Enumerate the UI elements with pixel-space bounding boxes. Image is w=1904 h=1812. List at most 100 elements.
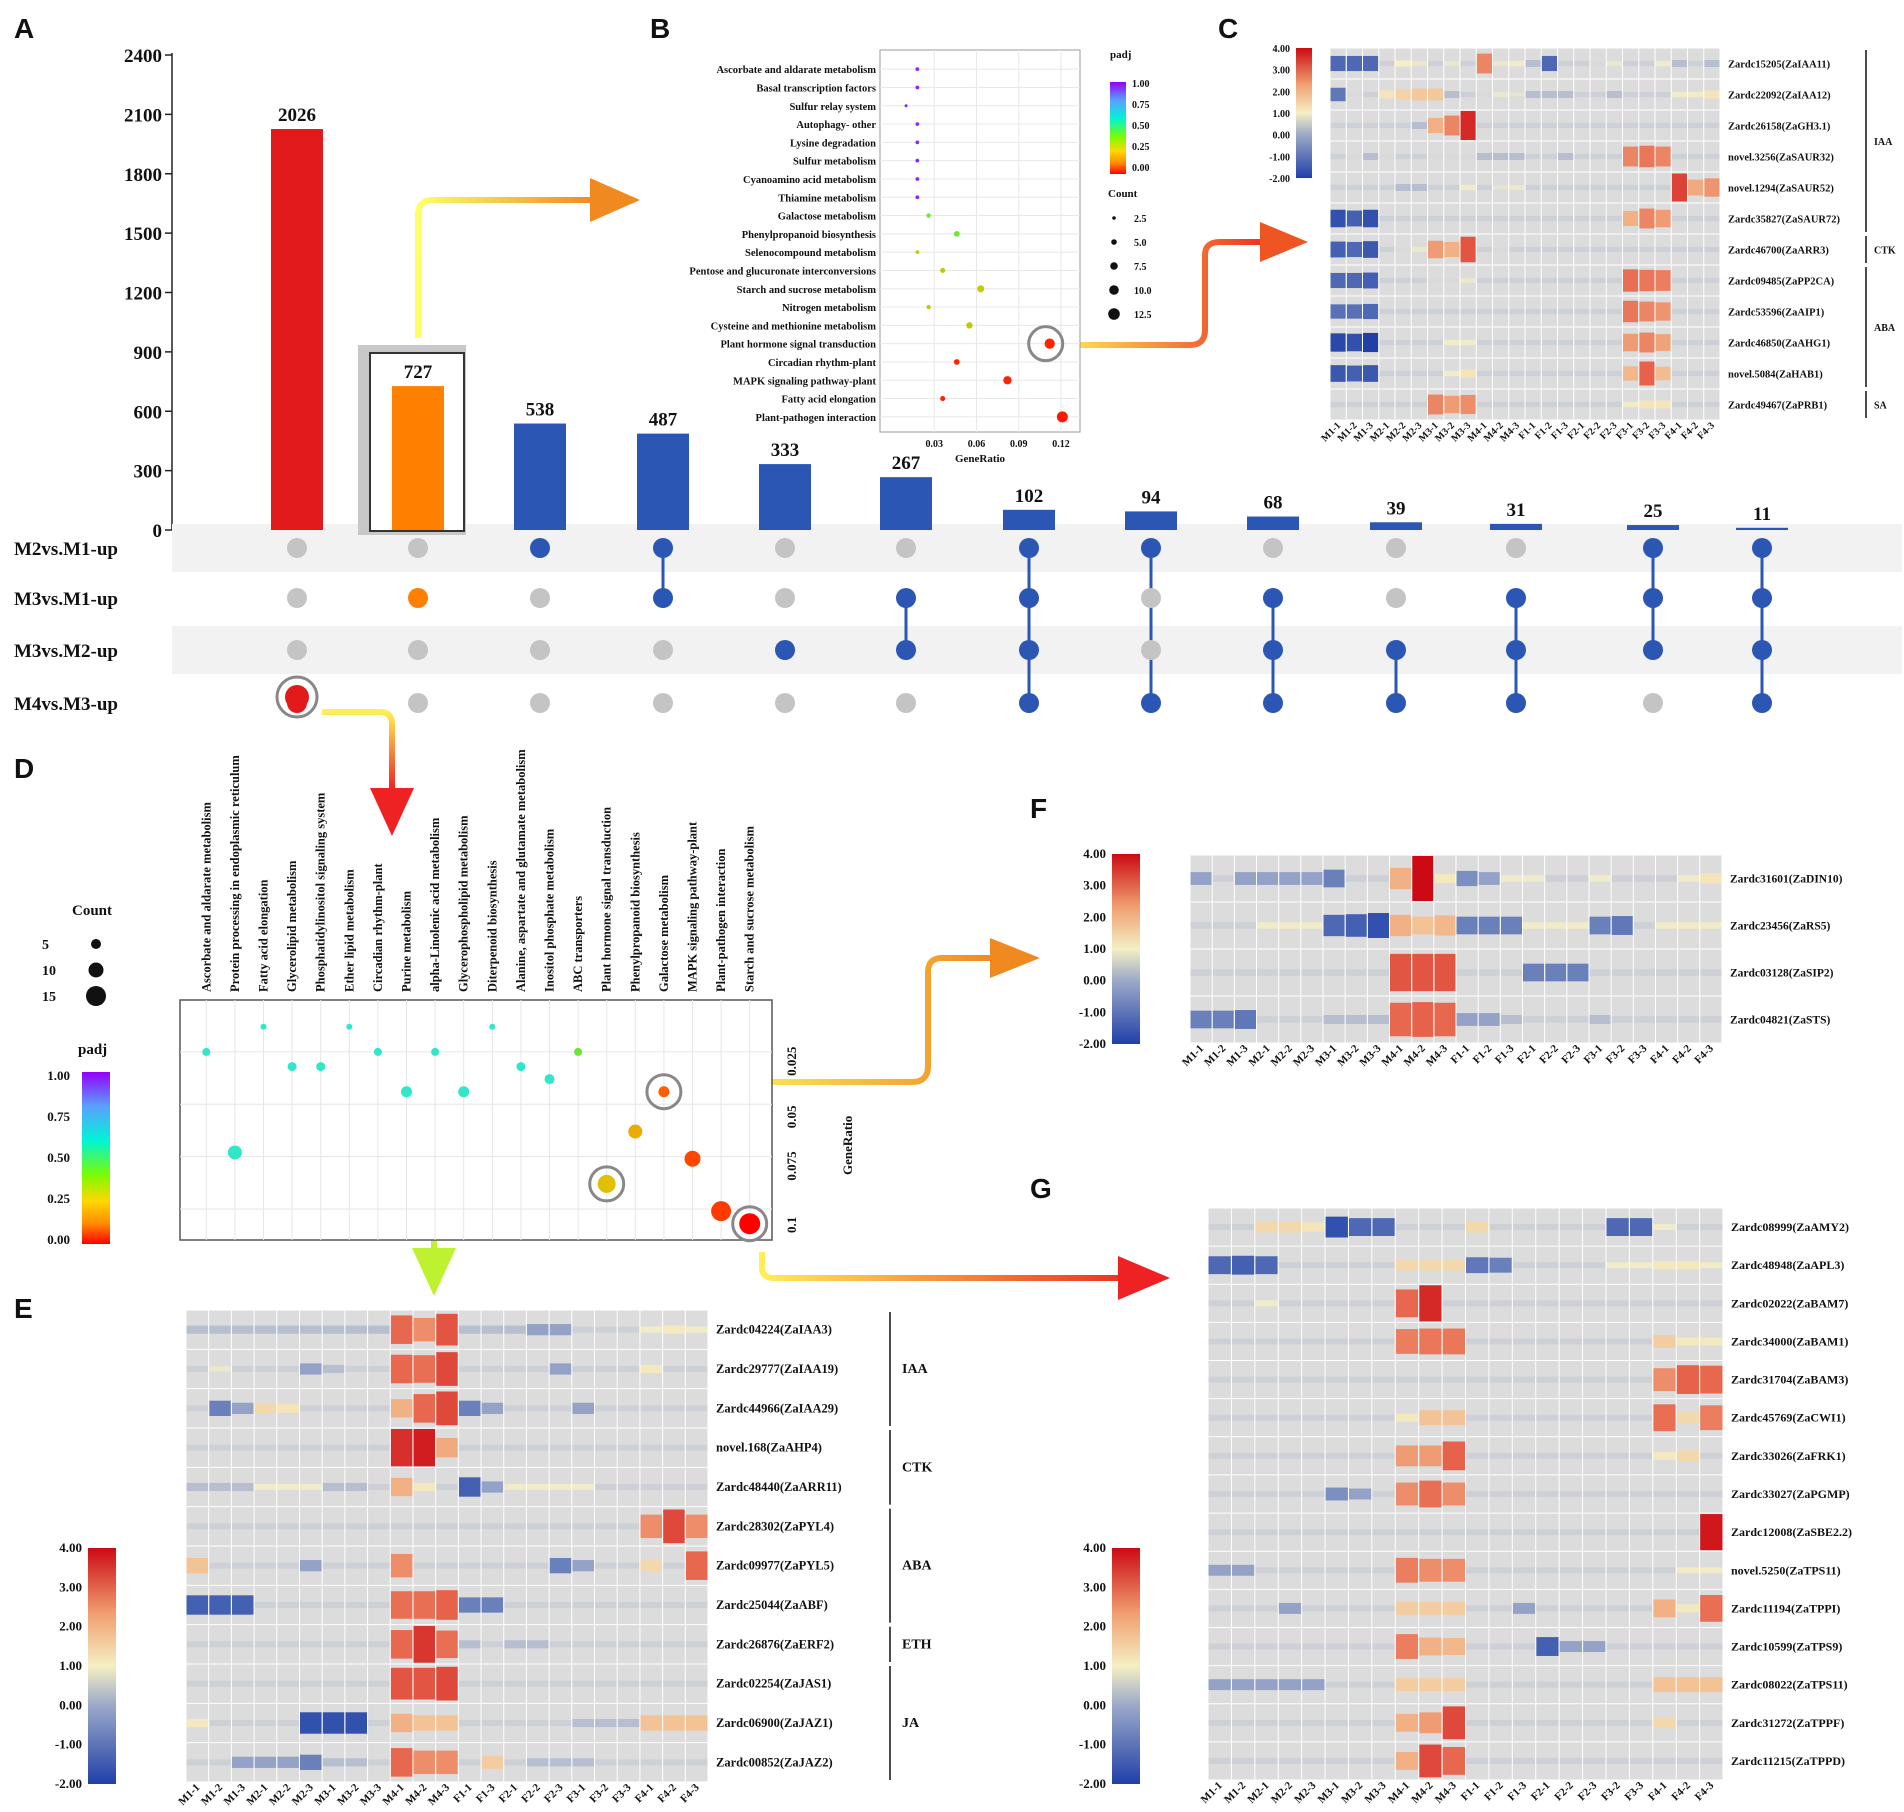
heat-cell [526,1640,549,1649]
heat-cell [1346,122,1362,129]
heat-cell [1655,122,1671,129]
heat-cell [1442,1441,1465,1471]
heat-cell [1478,916,1500,935]
heat-cell [1500,916,1522,935]
heat-cell [1688,308,1704,315]
column-label: M3-2 [1335,1042,1362,1069]
row-label: novel.5250(ZaTPS11) [1731,1563,1841,1577]
heat-cell [1688,277,1704,284]
column-label: M4-3 [1424,1042,1451,1069]
heat-cell [504,1562,526,1569]
heat-cell [1653,1368,1676,1392]
heat-cell [1500,969,1522,976]
heat-cell [1278,1262,1302,1269]
heat-cell [1583,1452,1606,1459]
column-label: M1-3 [222,1781,249,1808]
dot [953,359,960,365]
column-label: M3-3 [358,1781,385,1808]
heat-cell [1589,916,1611,935]
heat-cell [1231,1643,1255,1650]
pathway-label: MAPK signaling pathway-plant [686,821,700,992]
row-label: Zardc31601(ZaDIN10) [1730,874,1843,886]
dot [287,1062,297,1072]
heat-cell [685,1680,708,1687]
heat-cell [1363,209,1379,228]
row-label: Zardc26158(ZaGH3.1) [1728,122,1831,133]
group-label: CTK [1874,246,1896,257]
heat-cell [1379,401,1395,408]
heat-cell [368,1483,390,1491]
heat-cell [1606,1218,1629,1237]
heat-cell [1536,1452,1559,1459]
heat-cell [1372,1452,1395,1459]
column-label: F3-3 [610,1781,634,1805]
bar-value-label: 487 [649,410,678,431]
row-label: Zardc33027(ZaPGMP) [1731,1487,1850,1501]
bar [1490,523,1542,530]
heat-cell [1419,1601,1442,1615]
pathway-label: Circadian rhythm-plant [768,358,877,369]
row-label: Zardc49467(ZaPRB1) [1728,401,1828,412]
heat-cell [1590,215,1606,222]
heat-cell [1372,1567,1395,1574]
heat-cell [504,1523,526,1530]
column-label: M1-1 [1199,1780,1225,1806]
row-label: Zardc08022(ZaTPS11) [1731,1678,1848,1692]
heat-cell [685,1483,708,1491]
heat-cell [436,1666,458,1701]
heat-cell [1655,60,1671,67]
heat-cell [1279,922,1301,929]
heat-cell [1541,339,1557,346]
x-tick-label: 0.12 [1052,439,1070,450]
heat-cell [1606,1567,1629,1574]
heat-cell [1325,1452,1348,1459]
heat-cell [1512,1491,1536,1497]
heat-cell [549,1758,572,1767]
heat-cell [1348,1218,1372,1237]
bar [1627,525,1679,530]
bar-value-label: 31 [1507,500,1526,521]
heat-cell [1633,969,1655,976]
heat-cell [1466,1529,1489,1536]
heat-cell [1512,1602,1536,1614]
heat-cell [1411,277,1427,284]
heat-cell [436,1437,458,1458]
column-label: M3-2 [335,1781,362,1808]
heat-cell [1676,1261,1700,1270]
pathway-label: Nitrogen metabolism [782,303,876,314]
column-label: F1-1 [1459,1780,1483,1804]
row-label: Zardc48948(ZaAPL3) [1731,1258,1844,1272]
heat-cell [549,1483,572,1491]
heat-cell [685,1715,708,1731]
heat-cell [277,1365,299,1373]
heat-cell [1606,401,1622,408]
column-label: M2-3 [290,1781,317,1808]
heat-cell [1489,1719,1512,1726]
heat-cell [640,1641,663,1648]
heat-cell [1419,1480,1442,1508]
heat-cell [1419,1410,1442,1426]
y-tick-label: 0.025 [784,1046,799,1076]
heat-cell [1302,1338,1325,1345]
y-tick-label: 0 [153,521,163,542]
heat-cell [1525,339,1541,346]
column-label: M3-3 [1362,1779,1389,1806]
dot [574,1047,583,1056]
heat-cell [254,1523,277,1530]
heat-cell [436,1523,458,1530]
heat-cell [1541,55,1557,72]
column-label: F4-1 [1646,1780,1670,1804]
y-tick-label: 1800 [124,165,162,186]
set-dot-inactive [653,693,673,713]
row-label: Zardc04224(ZaIAA3) [716,1323,832,1337]
heat-cell [458,1400,481,1416]
heat-cell [1671,370,1687,377]
heat-cell [368,1719,390,1727]
dot [401,1086,412,1098]
heat-cell [1606,1605,1629,1612]
heat-cell [1536,1224,1559,1231]
heat-cell [526,1365,549,1373]
heat-cell [1302,1679,1325,1691]
heat-cell [504,1719,526,1727]
heat-cell [685,1444,708,1451]
